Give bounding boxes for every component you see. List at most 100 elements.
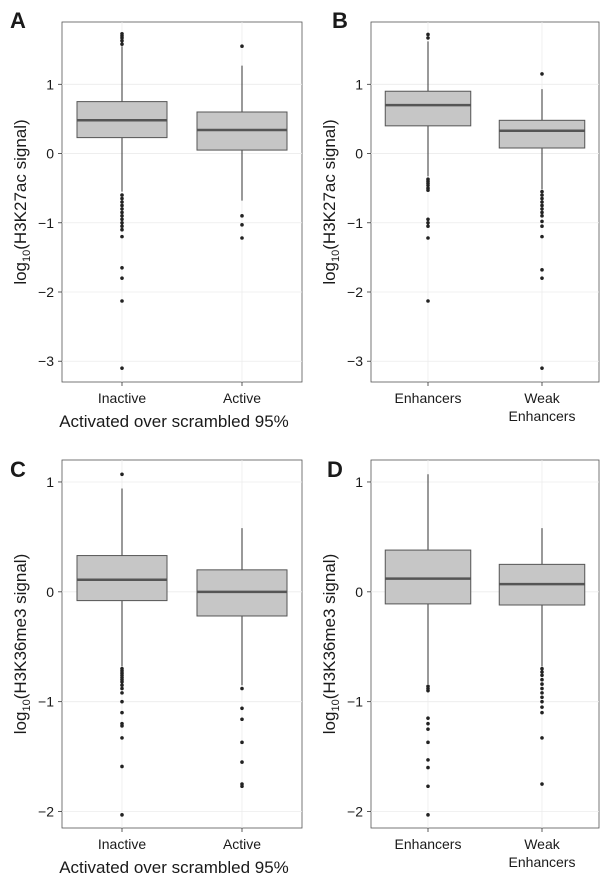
y-tick-label: −3 (347, 353, 363, 369)
outlier-point (540, 268, 544, 272)
outlier-point (426, 716, 430, 720)
outlier-point (120, 200, 124, 204)
outlier-point (540, 189, 544, 194)
y-tick-label: −3 (38, 353, 54, 369)
outlier-point (120, 207, 124, 211)
outlier-point (426, 188, 430, 193)
outlier-point (426, 32, 430, 37)
outlier-point (540, 210, 544, 215)
y-tick-label: 1 (46, 474, 54, 490)
box-iqr (384, 549, 472, 605)
outlier-point (426, 217, 430, 222)
outlier-point (240, 223, 244, 227)
x-tick-label: Enhancers (395, 390, 462, 406)
outlier-point (120, 680, 124, 684)
y-axis-title: log10(H3K27ac signal) (320, 119, 342, 284)
outlier-point (120, 813, 124, 817)
outlier-point (426, 236, 430, 240)
outlier-point (426, 183, 430, 188)
outlier-point (120, 203, 124, 208)
outlier-point (426, 758, 430, 762)
outlier-point (426, 765, 430, 770)
outlier-point (426, 224, 430, 229)
outlier-point (540, 276, 544, 280)
y-tick-label: −2 (38, 804, 54, 820)
outlier-point (540, 214, 544, 218)
outlier-point (120, 31, 124, 36)
outlier-point (540, 666, 544, 671)
outlier-point (540, 366, 544, 370)
chart-d: −2 −1 0 1 log10(H3K36me3 signal) Enhancers Wea… (320, 459, 600, 870)
outlier-point (120, 299, 124, 303)
outlier-point (540, 782, 544, 786)
outlier-point (540, 699, 544, 704)
outlier-point (120, 220, 124, 225)
outlier-point (120, 265, 124, 270)
panel-letter-a: A (10, 8, 26, 33)
outlier-point (120, 736, 124, 740)
panel-letter-b: B (332, 8, 348, 33)
outlier-point (426, 220, 430, 225)
y-tick-label: 1 (46, 76, 54, 92)
outlier-point (540, 193, 544, 197)
chart-b: −3 −2 −1 0 1 log10(H3K27ac signal) Enhancers We… (320, 21, 600, 424)
outlier-point (240, 784, 244, 789)
y-tick-label: −1 (38, 215, 54, 231)
outlier-point (120, 710, 124, 715)
outlier-point (120, 42, 124, 46)
outlier-point (540, 200, 544, 204)
box-iqr (76, 555, 168, 602)
x-tick-label: Inactive (98, 836, 146, 852)
x-tick-label: Inactive (98, 390, 146, 406)
outlier-point (426, 721, 430, 726)
outlier-point (120, 217, 124, 222)
outlier-point (540, 673, 544, 678)
y-tick-label: −1 (38, 694, 54, 710)
panel-letter-c: C (10, 457, 26, 482)
chart-a: −3 −2 −1 0 1 log10(H3K27ac signal) Inactive Act… (11, 21, 303, 431)
outlier-point (120, 196, 124, 201)
outlier-point (540, 695, 544, 700)
outlier-point (426, 727, 430, 731)
outlier-point (120, 214, 124, 218)
outlier-point (540, 705, 544, 709)
y-axis-title: log10(H3K36me3 signal) (11, 554, 33, 734)
outlier-point (120, 764, 124, 769)
y-tick-label: 0 (355, 146, 363, 162)
chart-c: −2 −1 0 1 log10(H3K36me3 signal) Inactive Acti… (11, 459, 303, 877)
y-tick-label: −1 (347, 694, 363, 710)
outlier-point (240, 717, 244, 722)
x-axis-title: Activated over scrambled 95% (59, 858, 289, 875)
outlier-point (120, 699, 124, 704)
outlier-point (120, 686, 124, 691)
outlier-point (426, 36, 430, 40)
outlier-point (540, 207, 544, 211)
plot-area (61, 21, 303, 383)
y-tick-label: −2 (347, 284, 363, 300)
x-tick-label: Active (223, 390, 261, 406)
outlier-point (240, 214, 244, 218)
y-axis-title: log10(H3K36me3 signal) (320, 554, 342, 734)
panel-c: C −2 −1 0 1 log10(H3K36me3 signal) Inactive Ac… (0, 437, 305, 877)
outlier-point (120, 276, 124, 280)
outlier-point (120, 691, 124, 695)
y-axis-title: log10(H3K27ac signal) (11, 119, 33, 284)
outlier-point (120, 38, 124, 43)
outlier-point (240, 760, 244, 764)
outlier-point (540, 691, 544, 695)
y-tick-label: 0 (46, 146, 54, 162)
panel-d: D −2 −1 0 1 log10(H3K36me3 signal) Enhancers W… (305, 437, 610, 875)
y-tick-label: 1 (355, 474, 363, 490)
outlier-point (540, 219, 544, 224)
plot-area (61, 459, 303, 829)
outlier-point (426, 740, 430, 745)
outlier-point (426, 688, 430, 693)
panel-a: A −3 −2 −1 0 1 log10(H3K27ac signal) Inactive A… (0, 0, 305, 437)
x-tick-label: Enhancers (395, 836, 462, 852)
outlier-point (426, 784, 430, 789)
outlier-point (120, 224, 124, 229)
outlier-point (240, 740, 244, 745)
y-tick-label: 0 (355, 584, 363, 600)
outlier-point (120, 210, 124, 215)
outlier-point (120, 366, 124, 370)
